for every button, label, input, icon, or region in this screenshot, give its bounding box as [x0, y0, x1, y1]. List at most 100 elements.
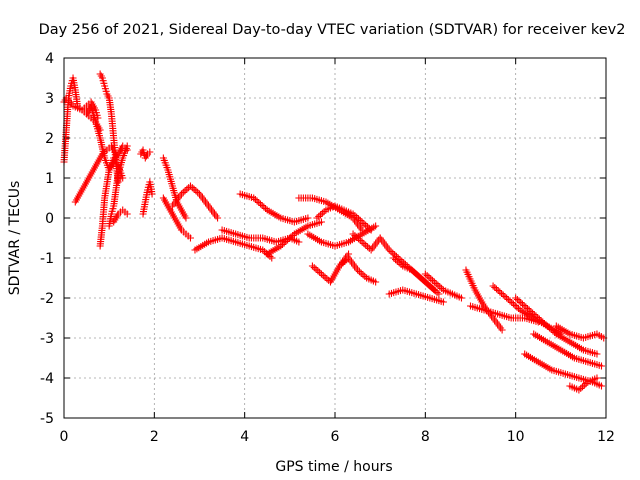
- chart-title: Day 256 of 2021, Sidereal Day-to-day VTE…: [39, 22, 626, 38]
- data-point-marker: [593, 350, 601, 358]
- data-point-marker: [317, 270, 325, 278]
- data-point-marker: [372, 278, 380, 286]
- data-point-marker: [256, 200, 264, 208]
- data-point-marker: [119, 174, 127, 182]
- data-point-marker: [529, 309, 537, 317]
- x-tick-label: 12: [597, 429, 615, 445]
- data-point-marker: [182, 214, 190, 222]
- data-point-marker: [355, 268, 363, 276]
- series-arc13: [168, 182, 222, 222]
- data-point-marker: [542, 321, 550, 329]
- data-point-marker: [146, 148, 154, 156]
- data-point-marker: [387, 248, 395, 256]
- data-point-marker: [511, 302, 519, 309]
- data-point-marker: [580, 381, 588, 389]
- y-tick-label: -5: [40, 411, 54, 427]
- data-point-marker: [278, 241, 286, 248]
- data-point-marker: [284, 236, 292, 244]
- data-point-marker: [540, 320, 548, 327]
- data-point-marker: [525, 306, 533, 314]
- series-arc17: [263, 218, 325, 258]
- data-point-marker: [435, 290, 443, 298]
- data-point-marker: [539, 318, 547, 326]
- data-point-marker: [179, 188, 187, 196]
- data-point-marker: [527, 308, 535, 315]
- data-point-marker: [268, 254, 276, 262]
- data-point-marker: [517, 299, 525, 306]
- data-point-marker: [192, 187, 200, 195]
- data-point-marker: [439, 298, 447, 306]
- data-point-marker: [186, 234, 194, 242]
- data-point-marker: [287, 233, 295, 241]
- series-arc6: [96, 154, 127, 250]
- data-point-marker: [285, 235, 293, 242]
- series-arc31: [512, 294, 601, 358]
- data-point-marker: [148, 190, 156, 198]
- data-point-marker: [188, 184, 196, 192]
- data-point-marker: [190, 185, 198, 193]
- data-point-marker: [316, 268, 324, 276]
- series-arc33: [521, 350, 605, 390]
- series-arc12: [159, 194, 194, 242]
- x-tick-label: 8: [421, 429, 430, 445]
- data-point-marker: [503, 294, 511, 302]
- series-arc22: [336, 254, 380, 286]
- data-point-marker: [513, 296, 521, 303]
- data-point-marker: [289, 232, 297, 239]
- grid: [64, 58, 606, 418]
- y-tick-label: -3: [40, 331, 54, 347]
- data-point-marker: [546, 324, 554, 332]
- data-point-marker: [522, 303, 530, 311]
- series-arc5: [96, 70, 122, 186]
- series-arc26: [385, 286, 447, 306]
- data-point-marker: [362, 241, 370, 249]
- data-point-marker: [258, 202, 266, 209]
- data-point-marker: [549, 327, 557, 335]
- data-point-marker: [506, 297, 514, 305]
- data-point-marker: [457, 294, 465, 302]
- data-point-marker: [547, 326, 555, 333]
- data-point-marker: [280, 239, 288, 247]
- data-point-marker: [524, 305, 532, 312]
- data-point-marker: [499, 291, 507, 299]
- data-point-marker: [253, 197, 261, 205]
- x-tick-label: 2: [150, 429, 159, 445]
- data-point-marker: [391, 251, 399, 259]
- data-point-marker: [593, 374, 601, 382]
- series-arc19: [304, 222, 380, 250]
- series-arc25: [390, 254, 443, 298]
- data-point-marker: [498, 326, 506, 334]
- series-arc32: [530, 330, 605, 370]
- y-tick-label: -2: [40, 291, 54, 307]
- data-point-marker: [372, 222, 380, 230]
- data-point-marker: [318, 209, 326, 217]
- data-point-marker: [551, 329, 559, 336]
- data-point-marker: [282, 238, 290, 245]
- data-point-marker: [358, 238, 366, 246]
- data-point-marker: [520, 302, 528, 309]
- x-tick-label: 0: [60, 429, 69, 445]
- data-point-marker: [360, 240, 368, 248]
- data-point-marker: [532, 312, 540, 320]
- data-point-marker: [323, 275, 331, 283]
- data-point-marker: [509, 300, 517, 308]
- data-point-marker: [513, 303, 521, 311]
- series-arc35: [566, 374, 601, 394]
- series-arc10: [139, 178, 156, 218]
- x-tick-label: 4: [240, 429, 249, 445]
- data-point-marker: [308, 262, 316, 270]
- data-point-marker: [250, 194, 258, 202]
- y-tick-label: 1: [45, 171, 54, 187]
- data-point-marker: [494, 287, 502, 294]
- series-arc15: [218, 226, 303, 246]
- data-points: [60, 70, 608, 394]
- data-point-marker: [317, 218, 325, 226]
- y-tick-label: 3: [45, 91, 54, 107]
- data-point-marker: [304, 214, 312, 222]
- series-arc28: [462, 266, 506, 334]
- data-point-marker: [262, 205, 270, 212]
- plot-frame: [63, 57, 607, 419]
- data-point-marker: [496, 288, 504, 296]
- series-arc27: [421, 270, 465, 302]
